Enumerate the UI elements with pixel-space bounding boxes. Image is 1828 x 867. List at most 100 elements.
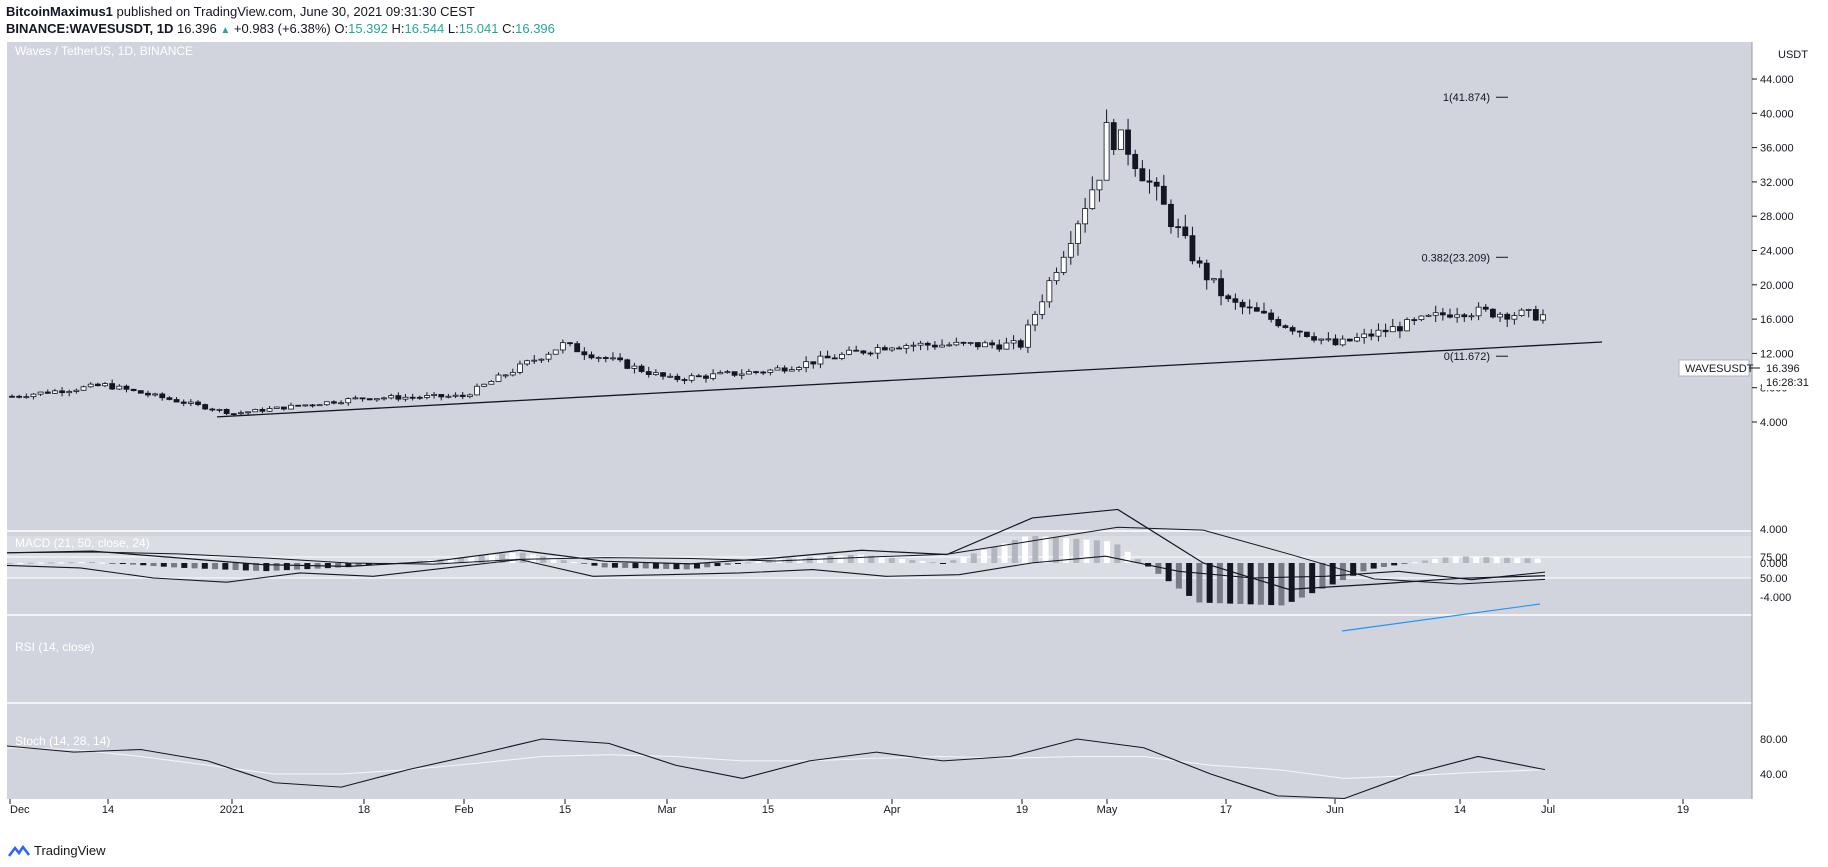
x-tick-label: 19 (1016, 804, 1028, 816)
candle-body (910, 344, 917, 347)
candle-body (1182, 226, 1189, 237)
candle-body (323, 401, 330, 406)
macd-bar (991, 546, 998, 563)
macd-bar (283, 563, 290, 571)
tradingview-logo-icon[interactable] (8, 844, 30, 858)
macd-divergence-line[interactable] (1341, 603, 1541, 632)
candle-body (202, 404, 209, 410)
macd-bar (632, 563, 639, 569)
candle-body (252, 409, 259, 413)
candle-body (645, 371, 652, 375)
candle-body (581, 351, 588, 356)
candle-body (1246, 306, 1253, 309)
macd-bar (940, 563, 947, 564)
currency-label: USDT (1778, 49, 1808, 61)
candle-body (1318, 338, 1325, 341)
fib-level-label: 0(11.672) (1444, 351, 1490, 363)
stoch-d-line (6, 747, 1546, 779)
candle-body (796, 367, 802, 370)
candle-body (23, 396, 30, 399)
candle-body (1361, 333, 1368, 338)
y-tick-label: 4.000 (1760, 417, 1788, 429)
fib-levels[interactable]: 1(41.874) 0.382(23.209) 0(11.672) (1422, 92, 1509, 363)
macd-bar (1442, 557, 1449, 563)
macd-bar (560, 560, 567, 563)
candle-body (30, 393, 37, 398)
macd-bar (847, 554, 854, 563)
candle-body (1003, 342, 1010, 350)
footer: TradingView (8, 843, 106, 858)
candle-body (1168, 203, 1174, 228)
macd-bar (201, 563, 208, 569)
candle-body (266, 408, 273, 412)
macd-bar (899, 559, 906, 563)
candle-body (102, 383, 108, 387)
macd-bar (1278, 563, 1285, 606)
candle-body (874, 347, 881, 354)
candle-body (1346, 338, 1353, 342)
candle-body (238, 412, 244, 415)
macd-bar (611, 563, 618, 568)
candle-body (338, 402, 344, 405)
last-price-marker[interactable] (1762, 360, 1824, 390)
candle-body (552, 349, 559, 355)
trendline[interactable] (216, 341, 1603, 418)
macd-bar (1350, 563, 1357, 576)
candle-body (44, 391, 51, 394)
candle-body (853, 349, 860, 352)
x-tick-label: 15 (559, 804, 571, 816)
macd-bar (581, 563, 588, 564)
candle-body (974, 342, 981, 348)
macd-bar (191, 563, 198, 569)
candle-body (481, 383, 488, 387)
candle-body (123, 385, 130, 390)
macd-bar (1052, 537, 1059, 563)
macd-bar (1298, 563, 1305, 598)
candle-body (1211, 278, 1217, 281)
candle-body (1261, 310, 1267, 314)
candle-body (180, 401, 187, 404)
footer-brand[interactable]: TradingView (34, 843, 106, 858)
x-tick-label: 17 (1220, 804, 1232, 816)
candle-body (559, 342, 566, 351)
macd-bar (140, 563, 147, 566)
macd-bar (1462, 556, 1469, 563)
macd-bar (1339, 563, 1346, 581)
candle-body (631, 365, 638, 369)
macd-bar (1483, 557, 1490, 563)
price-chart[interactable]: 1(41.874) 0.382(23.209) 0(11.672) Waves / … (0, 42, 1828, 832)
candle-body (538, 358, 545, 361)
macd-bar (1473, 556, 1480, 563)
candle-body (731, 371, 738, 376)
candle-body (1024, 324, 1031, 348)
author-name[interactable]: BitcoinMaximus1 (6, 4, 113, 19)
y-tick-label: 32.000 (1760, 177, 1794, 189)
macd-bar (1370, 563, 1377, 569)
candle-body (309, 404, 316, 407)
candle-body (1232, 298, 1239, 303)
candle-body (602, 357, 609, 360)
candle-body (1146, 180, 1153, 183)
macd-bar (663, 563, 670, 569)
macd-bar (1175, 563, 1182, 589)
candle-body (1103, 122, 1110, 181)
candle-body (1525, 309, 1532, 311)
candle-body (1511, 315, 1518, 320)
macd-bar (1134, 559, 1141, 563)
price-axis[interactable] (1752, 42, 1828, 799)
candle-body (416, 396, 423, 399)
candle-body (695, 375, 702, 378)
candle-body (1110, 122, 1117, 151)
macd-bar (519, 552, 526, 563)
candle-body (889, 347, 895, 351)
macd-bar (765, 559, 772, 563)
candle-body (116, 385, 123, 390)
macd-bar (478, 555, 485, 563)
candle-body (302, 404, 309, 407)
candle-body (80, 386, 87, 391)
publish-info: BitcoinMaximus1 published on TradingView… (6, 4, 475, 19)
macd-bar (232, 563, 239, 570)
candle-body (924, 342, 931, 346)
candle-body (717, 372, 724, 375)
macd-bar (1001, 543, 1008, 563)
